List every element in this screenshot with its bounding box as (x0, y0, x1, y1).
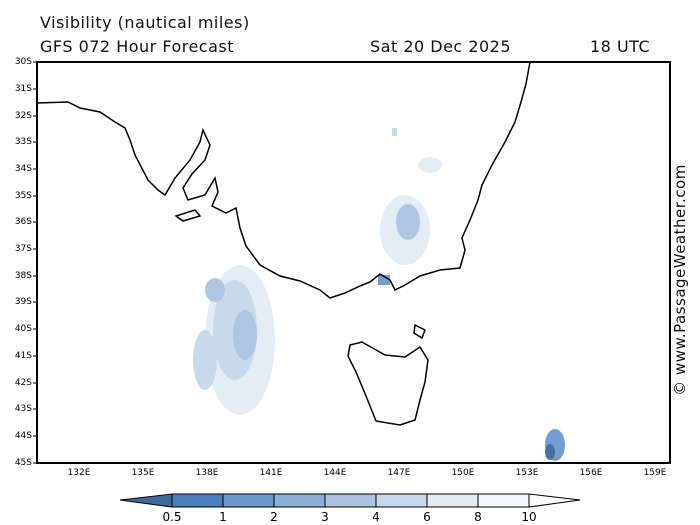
lon-label: 132E (67, 468, 91, 478)
lon-label: 156E (579, 468, 603, 478)
lat-label: 34S (14, 164, 32, 174)
map-frame (36, 61, 671, 464)
lon-label: 159E (643, 468, 667, 478)
forecast-label: GFS 072 Hour Forecast (40, 37, 235, 56)
lat-label: 32S (14, 111, 32, 121)
lat-label: 43S (14, 404, 32, 414)
colorbar-label: 1 (219, 510, 227, 524)
forecast-date: Sat 20 Dec 2025 (370, 37, 512, 56)
lat-label: 31S (14, 84, 32, 94)
lat-label: 45S (14, 458, 32, 468)
colorbar-low-arrow (119, 493, 173, 508)
watermark: © www.PassageWeather.com (671, 164, 689, 396)
vis-area (392, 128, 397, 136)
lat-ticks (33, 61, 37, 464)
vis-area (418, 157, 442, 173)
vis-area (545, 444, 555, 460)
lon-label: 144E (323, 468, 347, 478)
colorbar-label: 10 (521, 510, 537, 524)
lon-label: 135E (131, 468, 155, 478)
lon-label: 147E (387, 468, 411, 478)
lon-label: 138E (195, 468, 219, 478)
lat-label: 35S (14, 191, 32, 201)
lon-label: 141E (259, 468, 283, 478)
lat-label: 41S (14, 351, 32, 361)
lat-label: 40S (14, 324, 32, 334)
forecast-time: 18 UTC (590, 37, 651, 56)
vis-area (378, 275, 390, 285)
vis-area (205, 278, 225, 302)
colorbar-label: 6 (423, 510, 431, 524)
colorbar-label: 2 (270, 510, 278, 524)
lat-label: 36S (14, 217, 32, 227)
colorbar-label: 8 (474, 510, 482, 524)
lat-label: 44S (14, 431, 32, 441)
colorbar-label: 4 (372, 510, 380, 524)
vis-area (193, 330, 217, 390)
map-title: Visibility (nautical miles) (40, 13, 250, 32)
colorbar-high-arrow (528, 493, 581, 508)
lat-label: 42S (14, 378, 32, 388)
coastline (36, 61, 531, 426)
vis-area (396, 204, 420, 240)
lat-label: 38S (14, 271, 32, 281)
colorbar (119, 493, 581, 508)
colorbar-label: 3 (321, 510, 329, 524)
vis-area (233, 310, 257, 360)
lon-label: 150E (451, 468, 475, 478)
colorbar-label: 0.5 (162, 510, 182, 524)
lat-label: 37S (14, 244, 32, 254)
lat-label: 39S (14, 297, 32, 307)
lat-label: 30S (14, 57, 32, 67)
lon-label: 153E (515, 468, 539, 478)
lat-label: 33S (14, 137, 32, 147)
visibility-shading (193, 128, 565, 461)
